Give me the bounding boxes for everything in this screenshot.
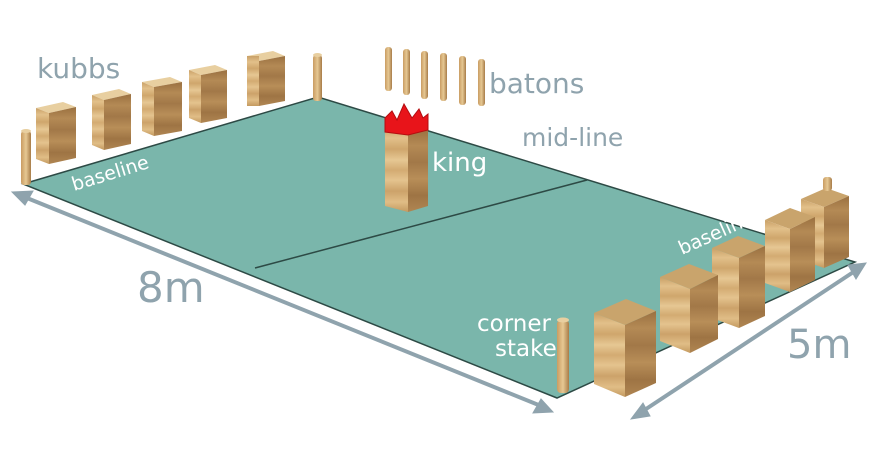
kubb xyxy=(765,208,815,292)
kubb xyxy=(92,89,131,150)
kubb xyxy=(247,51,285,106)
baton xyxy=(421,51,428,99)
baton xyxy=(385,47,392,91)
batons-label: batons xyxy=(489,67,584,100)
kubb xyxy=(36,102,76,164)
kubb xyxy=(189,65,227,123)
stake-label: stake xyxy=(495,336,557,362)
corner-stake xyxy=(313,53,322,101)
corner-label: corner xyxy=(477,311,551,337)
length-label: 8m xyxy=(137,263,205,312)
baton xyxy=(440,53,447,101)
mid-line-label: mid-line xyxy=(522,123,623,152)
mid-line xyxy=(254,179,588,269)
kubb xyxy=(594,299,656,397)
corner-stake xyxy=(557,317,569,393)
baton xyxy=(459,56,466,105)
corner-stake xyxy=(823,177,832,191)
length-arrow xyxy=(10,190,555,414)
king xyxy=(384,102,429,212)
baton xyxy=(403,49,410,95)
corner-stake xyxy=(21,129,31,185)
king-label: king xyxy=(432,148,487,178)
width-label: 5m xyxy=(787,322,851,368)
kubbs-label: kubbs xyxy=(37,52,120,85)
king-crown xyxy=(384,102,429,136)
width-arrow xyxy=(629,262,867,420)
batons xyxy=(385,47,485,106)
baton xyxy=(478,59,485,106)
kubb xyxy=(712,236,765,328)
kubb xyxy=(142,77,182,136)
kubb xyxy=(660,264,718,353)
